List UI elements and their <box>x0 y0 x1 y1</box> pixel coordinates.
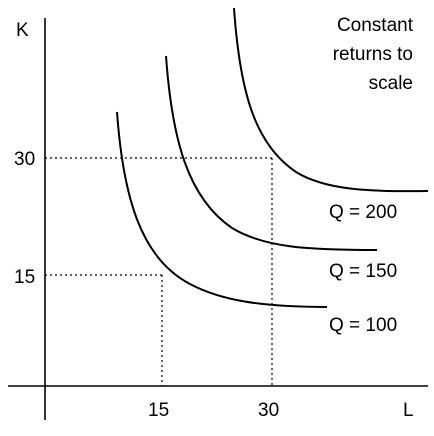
x-tick-15: 15 <box>148 400 169 421</box>
note-line-1: Constant <box>337 15 414 36</box>
y-tick-15: 15 <box>14 267 35 288</box>
note-line-2: returns to <box>333 44 413 65</box>
isoquant-curve-q200 <box>233 7 429 193</box>
isoquant-curve-q100 <box>116 111 328 308</box>
note-line-3: scale <box>369 73 413 94</box>
isoquant-label-q150: Q = 150 <box>329 261 397 282</box>
x-axis-label: L <box>403 400 414 421</box>
isoquant-label-q200: Q = 200 <box>329 202 397 223</box>
isoquant-label-q100: Q = 100 <box>329 315 397 336</box>
x-tick-30: 30 <box>258 400 279 421</box>
y-axis-label: K <box>16 20 29 41</box>
isoquant-curve-q150 <box>165 55 378 251</box>
y-tick-30: 30 <box>14 149 35 170</box>
